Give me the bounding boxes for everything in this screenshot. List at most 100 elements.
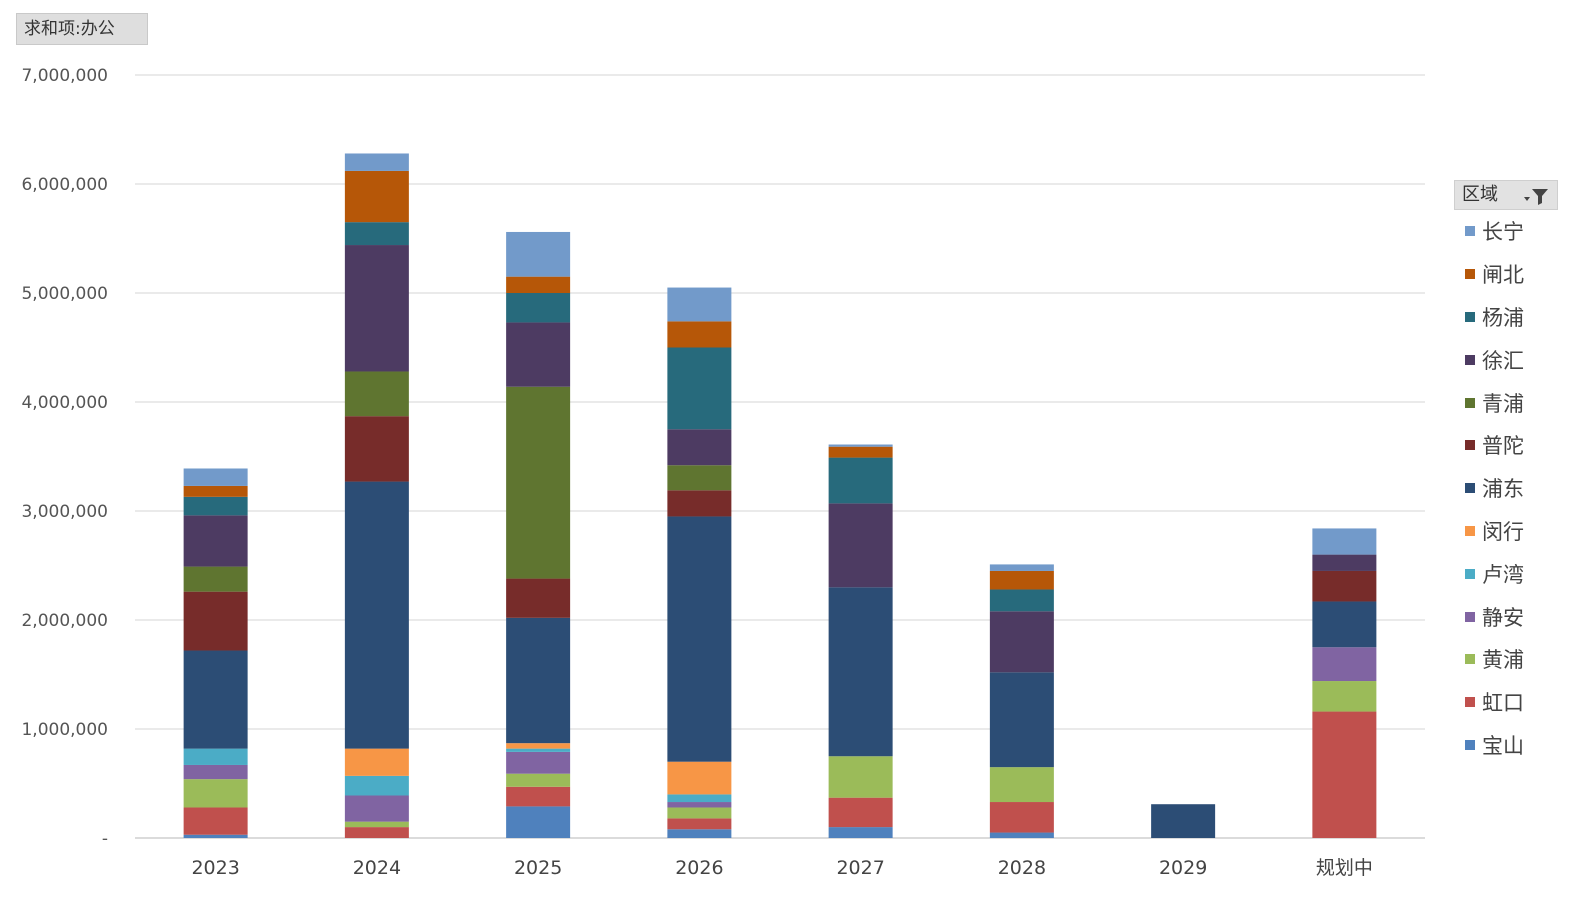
legend-item[interactable]: 普陀: [1454, 424, 1558, 467]
legend-item[interactable]: 静安: [1454, 595, 1558, 638]
bar-segment[interactable]: [344, 481, 409, 749]
bar-segment[interactable]: [344, 748, 409, 776]
bar-segment[interactable]: [828, 503, 893, 588]
bar-segment[interactable]: [989, 832, 1054, 838]
bar-segment[interactable]: [183, 566, 248, 592]
legend-item[interactable]: 杨浦: [1454, 296, 1558, 339]
bar-segment[interactable]: [667, 794, 732, 803]
y-tick-label: 6,000,000: [21, 175, 108, 195]
bar-segment[interactable]: [828, 444, 893, 447]
bar-segment[interactable]: [828, 797, 893, 828]
bar-segment[interactable]: [506, 617, 571, 744]
bar-segment[interactable]: [989, 767, 1054, 803]
bar-segment[interactable]: [183, 764, 248, 780]
bar-segment[interactable]: [344, 170, 409, 223]
bar-segment[interactable]: [344, 821, 409, 828]
bar-segment[interactable]: [667, 829, 732, 838]
bar-segment[interactable]: [344, 222, 409, 246]
bar-segment[interactable]: [989, 564, 1054, 571]
legend-item[interactable]: 宝山: [1454, 724, 1558, 767]
bar-segment[interactable]: [344, 795, 409, 822]
bar-segment[interactable]: [1312, 681, 1377, 712]
bar-segment[interactable]: [828, 457, 893, 504]
bar-segment[interactable]: [506, 578, 571, 618]
bar-segment[interactable]: [989, 589, 1054, 612]
bar-segment[interactable]: [344, 775, 409, 796]
bar-segment[interactable]: [828, 587, 893, 757]
bar-segment[interactable]: [506, 786, 571, 807]
filter-dropdown-icon[interactable]: [1521, 186, 1551, 206]
bar-segment[interactable]: [667, 321, 732, 348]
y-tick-label: 4,000,000: [21, 393, 108, 413]
bar-segment[interactable]: [667, 818, 732, 830]
bar-segment[interactable]: [344, 245, 409, 372]
legend-item[interactable]: 卢湾: [1454, 552, 1558, 595]
bar-segment[interactable]: [506, 276, 571, 293]
bar-segment[interactable]: [183, 650, 248, 749]
legend-item[interactable]: 黄浦: [1454, 638, 1558, 681]
bar-segment[interactable]: [1151, 804, 1216, 838]
bar-segment[interactable]: [183, 807, 248, 835]
y-tick-label: 1,000,000: [21, 720, 108, 740]
legend-swatch: [1465, 226, 1475, 237]
bar-segment[interactable]: [989, 672, 1054, 768]
bar-segment[interactable]: [183, 834, 248, 838]
bar-segment[interactable]: [667, 465, 732, 491]
legend-item[interactable]: 青浦: [1454, 381, 1558, 424]
bar-segment[interactable]: [1312, 647, 1377, 682]
bar-segment[interactable]: [344, 827, 409, 838]
bar-segment[interactable]: [989, 611, 1054, 673]
bar-segment[interactable]: [183, 591, 248, 651]
bar-segment[interactable]: [506, 751, 571, 774]
bar-segment[interactable]: [183, 515, 248, 567]
legend-item[interactable]: 虹口: [1454, 681, 1558, 724]
bar-segment[interactable]: [828, 756, 893, 798]
legend-header[interactable]: 区域: [1454, 180, 1558, 210]
field-button[interactable]: 求和项:办公: [16, 13, 148, 45]
bar-segment[interactable]: [1312, 554, 1377, 571]
legend-label: 静安: [1482, 605, 1524, 630]
bar-segment[interactable]: [989, 802, 1054, 833]
bar-segment[interactable]: [183, 468, 248, 486]
legend-item[interactable]: 徐汇: [1454, 338, 1558, 381]
bar-segment[interactable]: [667, 807, 732, 819]
y-tick-label: 7,000,000: [21, 66, 108, 86]
bar-segment[interactable]: [989, 570, 1054, 590]
legend-swatch: [1465, 697, 1475, 708]
legend-item[interactable]: 闵行: [1454, 510, 1558, 553]
bar-segment[interactable]: [183, 748, 248, 765]
bar-segment[interactable]: [1312, 570, 1377, 602]
bar-segment[interactable]: [667, 516, 732, 762]
legend-item[interactable]: 长宁: [1454, 210, 1558, 253]
bar-segment[interactable]: [1312, 528, 1377, 555]
bar-segment[interactable]: [344, 371, 409, 417]
bar-segment[interactable]: [506, 743, 571, 749]
bar-segment[interactable]: [667, 490, 732, 517]
bar-segment[interactable]: [667, 347, 732, 430]
legend-item[interactable]: 闸北: [1454, 253, 1558, 296]
bar-segment[interactable]: [506, 806, 571, 838]
bar-segment[interactable]: [828, 446, 893, 458]
bar-segment[interactable]: [183, 779, 248, 808]
bar-segment[interactable]: [344, 416, 409, 482]
bar-segment[interactable]: [828, 827, 893, 838]
legend-item[interactable]: 浦东: [1454, 467, 1558, 510]
bar-segment[interactable]: [506, 386, 571, 579]
y-tick-label: 2,000,000: [21, 611, 108, 631]
bar-segment[interactable]: [344, 153, 409, 171]
bar-segment[interactable]: [506, 322, 571, 387]
bar-segment[interactable]: [506, 293, 571, 323]
bar-segment[interactable]: [506, 748, 571, 752]
bar-segment[interactable]: [1312, 601, 1377, 648]
legend-label: 杨浦: [1482, 305, 1524, 330]
y-axis: - 1,000,000 2,000,000 3,000,000 4,000,000 5,0…: [21, 66, 108, 849]
bar-segment[interactable]: [183, 485, 248, 497]
bar-segment[interactable]: [1312, 711, 1377, 838]
bar-segment[interactable]: [667, 429, 732, 466]
bar-segment[interactable]: [506, 231, 571, 277]
bar-segment[interactable]: [506, 773, 571, 787]
bar-segment[interactable]: [183, 496, 248, 516]
bar-segment[interactable]: [667, 761, 732, 795]
bar-segment[interactable]: [667, 802, 732, 808]
bar-segment[interactable]: [667, 287, 732, 322]
